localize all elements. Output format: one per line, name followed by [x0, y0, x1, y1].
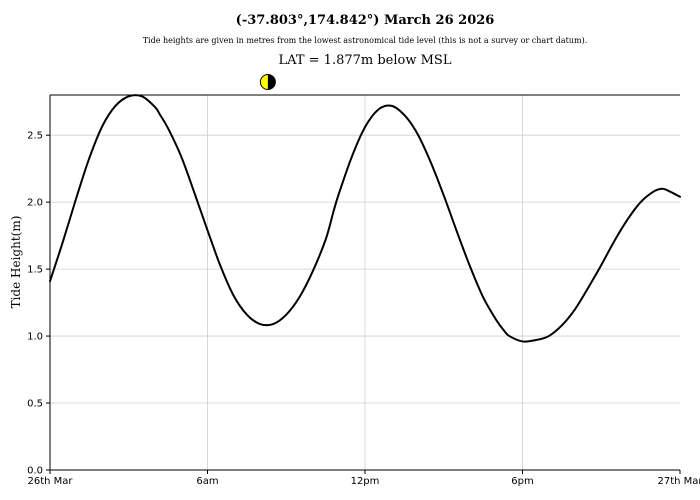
x-tick-label: 27th Mar: [657, 476, 700, 487]
y-tick-label: 2.5: [27, 131, 43, 142]
y-tick-label: 2.0: [27, 198, 43, 209]
x-tick-label: 6am: [196, 476, 218, 487]
grid-lines: [50, 95, 680, 470]
x-tick-label: 26th Mar: [27, 476, 73, 487]
y-tick-label: 1.5: [27, 265, 43, 276]
tide-height-series-line: [49, 94, 681, 343]
x-tick-label: 6pm: [511, 476, 533, 487]
x-tick-label: 12pm: [351, 476, 380, 487]
chart-subtitle: Tide heights are given in metres from th…: [143, 36, 588, 45]
y-tick-label: 0.0: [27, 466, 43, 477]
first-quarter-moon-icon: [259, 74, 276, 90]
chart-title: (-37.803°,174.842°) March 26 2026: [236, 13, 495, 28]
y-axis-ticks: 0.0 0.5 1.0 1.5 2.0 2.5: [27, 131, 50, 477]
x-axis-ticks: 26th Mar 6am 12pm 6pm 27th Mar: [27, 470, 700, 487]
y-tick-label: 1.0: [27, 332, 43, 343]
lat-annotation: LAT = 1.877m below MSL: [279, 53, 452, 68]
y-tick-label: 0.5: [27, 399, 43, 410]
y-axis-label: Tide Height(m): [9, 216, 23, 309]
